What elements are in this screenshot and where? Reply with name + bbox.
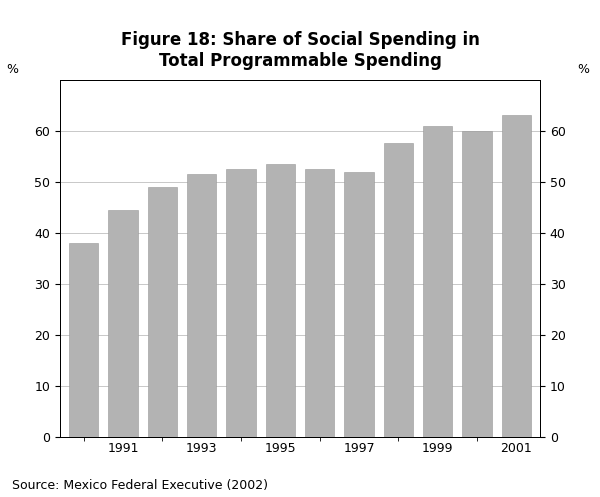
Bar (383, 144, 413, 437)
Text: %: % (577, 63, 589, 76)
Bar (226, 169, 256, 437)
Text: Source: Mexico Federal Executive (2002): Source: Mexico Federal Executive (2002) (12, 479, 268, 492)
Bar (462, 131, 492, 437)
Bar (108, 210, 138, 437)
Title: Figure 18: Share of Social Spending in
Total Programmable Spending: Figure 18: Share of Social Spending in T… (121, 31, 479, 70)
Bar (148, 187, 177, 437)
Bar (266, 164, 295, 437)
Text: %: % (6, 63, 18, 76)
Bar (187, 174, 217, 437)
Bar (344, 171, 374, 437)
Bar (305, 169, 334, 437)
Bar (423, 126, 452, 437)
Bar (69, 243, 98, 437)
Bar (502, 115, 531, 437)
